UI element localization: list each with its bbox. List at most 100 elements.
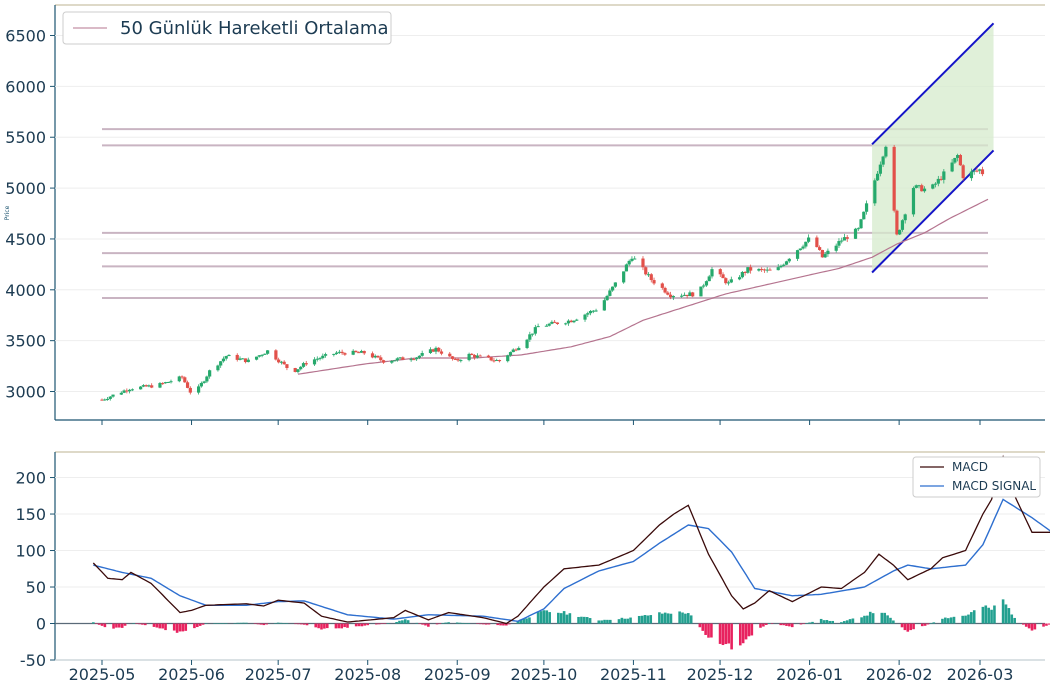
macd-histogram-bar (401, 620, 404, 624)
candle-body (169, 381, 173, 383)
candle (486, 354, 491, 358)
candle-body (103, 399, 107, 401)
candle (105, 397, 110, 401)
macd-histogram-bar (808, 622, 811, 624)
macd-histogram-bar (779, 623, 783, 626)
candle (354, 350, 358, 353)
macd-histogram-bar (920, 623, 924, 627)
macd-histogram-bar (892, 620, 895, 624)
candle (972, 170, 976, 175)
candle-body (950, 162, 954, 172)
candle (497, 359, 502, 363)
macd-histogram-bar (135, 623, 138, 625)
candle (398, 357, 402, 360)
candle (591, 310, 595, 314)
macd-histogram-bar (481, 623, 485, 625)
macd-histogram-bar (967, 614, 970, 624)
macd-histogram-bar (224, 623, 228, 624)
macd-histogram-bar (455, 622, 459, 624)
candle (144, 384, 148, 387)
candle-body (530, 333, 535, 335)
macd-histogram-bar (441, 623, 445, 624)
macd-histogram-bar (222, 623, 225, 624)
candle-body (884, 146, 888, 157)
macd-histogram-bar (201, 623, 205, 625)
candle (188, 386, 192, 395)
candle (978, 168, 982, 174)
macd-histogram-bar (788, 623, 791, 627)
candle (911, 186, 916, 217)
macd-histogram-bar (868, 611, 872, 624)
candle-body (340, 351, 344, 354)
candle (975, 167, 979, 173)
candle-body (161, 383, 165, 385)
candle-body (608, 290, 612, 296)
macd-histogram-bar (516, 620, 520, 624)
candle-body (911, 187, 916, 215)
candle-body (180, 376, 184, 378)
candle (401, 356, 405, 360)
macd-histogram-bar (770, 623, 774, 625)
candle (917, 184, 921, 189)
macd-histogram-bar (669, 613, 673, 624)
candle-body (158, 383, 162, 388)
price-legend-label: 50 Günlük Hareketli Ortalama (120, 18, 388, 39)
macd-histogram-bar (568, 613, 572, 624)
candle-body (644, 267, 648, 275)
candle-body (594, 310, 598, 312)
candle-body (873, 180, 877, 204)
candle (702, 283, 706, 289)
macd-histogram-bar (606, 619, 609, 624)
candle-body (321, 355, 325, 359)
candle (128, 388, 132, 394)
macd-histogram-bar (643, 615, 647, 624)
candle (652, 277, 656, 286)
candle-body (323, 354, 328, 356)
candle-body (111, 394, 115, 397)
macd-histogram-bar (245, 622, 248, 624)
candle (437, 346, 441, 353)
macd-histogram-bar (929, 623, 933, 625)
macd-histogram-bar (744, 623, 748, 640)
macd-y-tick-label: 0 (36, 615, 46, 634)
candle (130, 388, 134, 392)
candle-body (514, 349, 518, 351)
candle-body (892, 146, 896, 211)
candle (622, 271, 626, 284)
candle (235, 353, 239, 362)
macd-histogram-bar (178, 623, 182, 632)
candle-body (787, 258, 791, 262)
macd-histogram-bar (871, 613, 875, 624)
candle (533, 324, 537, 336)
candle (553, 319, 557, 323)
candle (721, 272, 725, 279)
candle (704, 280, 709, 287)
macd-histogram-bar (499, 623, 502, 626)
candle-body (376, 355, 380, 358)
candle-body (652, 280, 656, 284)
x-tick-label: 2025-09 (424, 665, 491, 683)
candle-body (875, 173, 880, 181)
macd-histogram-bar (479, 623, 482, 625)
macd-histogram-bar (548, 612, 551, 624)
macd-histogram-bar (103, 623, 107, 628)
candle (478, 354, 482, 357)
candle (666, 291, 670, 296)
candle-body (357, 352, 361, 354)
candle-body (412, 359, 416, 361)
candle-body (119, 392, 123, 395)
candle (434, 346, 438, 355)
candle-body (293, 368, 297, 372)
macd-histogram-bar (721, 623, 725, 646)
candle (875, 170, 880, 181)
candle-body (547, 323, 551, 326)
candle (254, 356, 259, 361)
candle (939, 176, 943, 181)
candle (395, 357, 399, 362)
candle (798, 248, 802, 251)
candle (257, 355, 261, 358)
candle-body (862, 211, 866, 220)
candle (795, 249, 800, 262)
candle (649, 273, 653, 283)
candle-body (533, 327, 537, 334)
